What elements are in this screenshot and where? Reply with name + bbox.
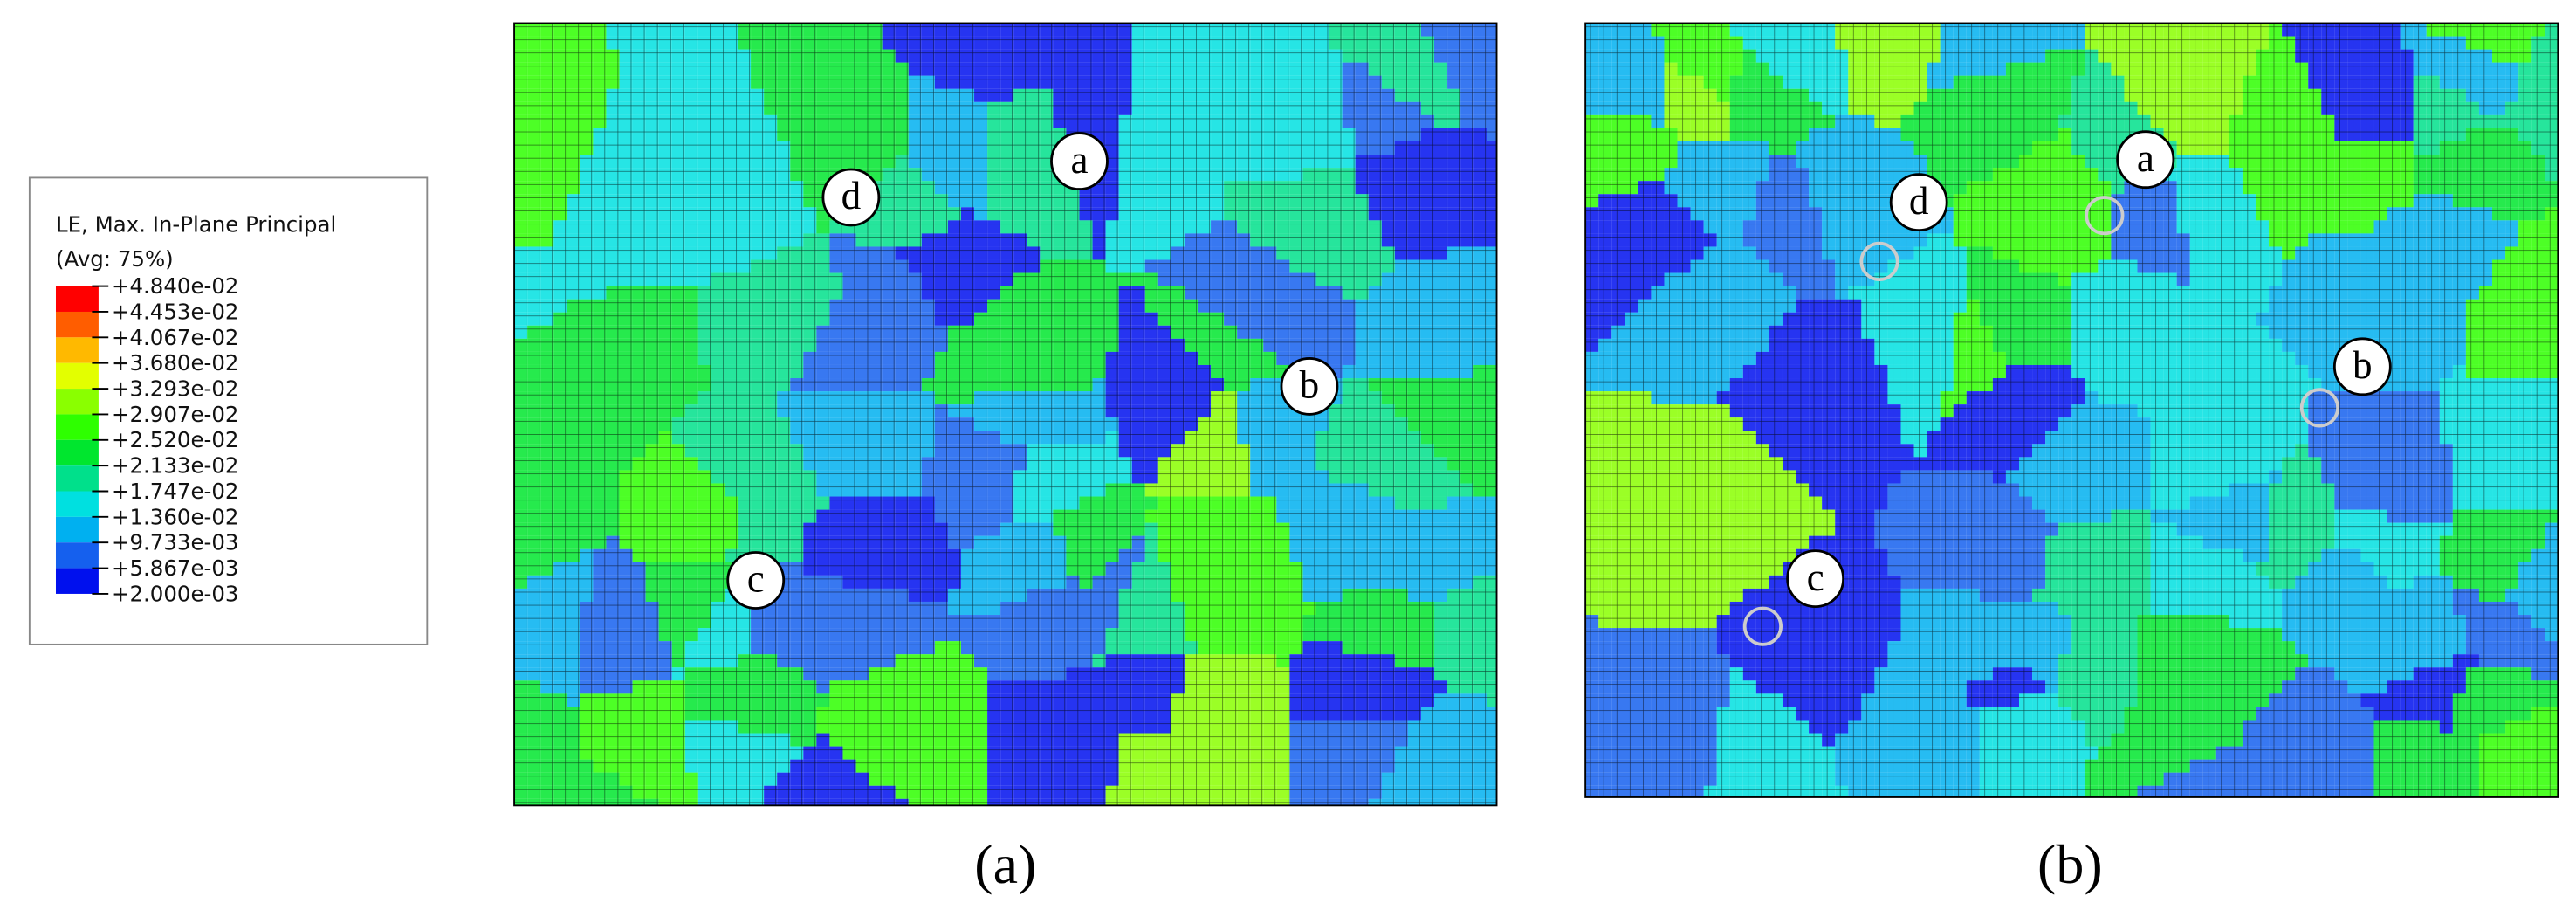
legend-swatch (55, 568, 99, 594)
legend-label: +1.747e-02 (112, 479, 238, 504)
legend-subtitle: (Avg: 75%) (56, 246, 174, 272)
panel: a d b c (513, 22, 1498, 807)
legend-label: +2.133e-02 (112, 453, 238, 479)
legend-label: +9.733e-03 (112, 530, 238, 555)
legend-swatch (55, 311, 99, 338)
legend-label: +2.000e-03 (112, 581, 238, 606)
legend-swatch (55, 362, 99, 390)
marker-label: b (1300, 363, 1320, 407)
marker-label: d (841, 174, 862, 217)
legend-label: +3.680e-02 (112, 350, 238, 376)
legend-swatch (55, 491, 99, 517)
legend-swatch (55, 337, 99, 363)
legend-title: LE, Max. In-Plane Principal (56, 212, 336, 238)
legend-label: +1.360e-02 (112, 504, 238, 529)
legend-label: +2.520e-02 (112, 427, 238, 452)
marker-label: c (747, 557, 765, 601)
legend-label: +2.907e-02 (112, 402, 238, 427)
legend-swatch (55, 516, 99, 543)
legend-label: +3.293e-02 (112, 376, 238, 402)
legend-label: +4.453e-02 (112, 299, 238, 324)
legend-scale: +4.840e-02+4.453e-02+4.067e-02+3.680e-02… (55, 273, 238, 606)
legend-swatch (55, 389, 99, 415)
legend-swatch (55, 465, 99, 492)
mesh-lines (514, 23, 1497, 806)
legend-swatch (55, 542, 99, 569)
marker-label: a (1070, 138, 1088, 182)
legend-swatch (55, 439, 99, 466)
legend-swatch (55, 414, 99, 440)
legend-label: +4.840e-02 (112, 273, 238, 299)
legend-label: +4.067e-02 (112, 325, 238, 350)
legend-swatch (55, 286, 99, 312)
legend-label: +5.867e-03 (112, 555, 238, 581)
